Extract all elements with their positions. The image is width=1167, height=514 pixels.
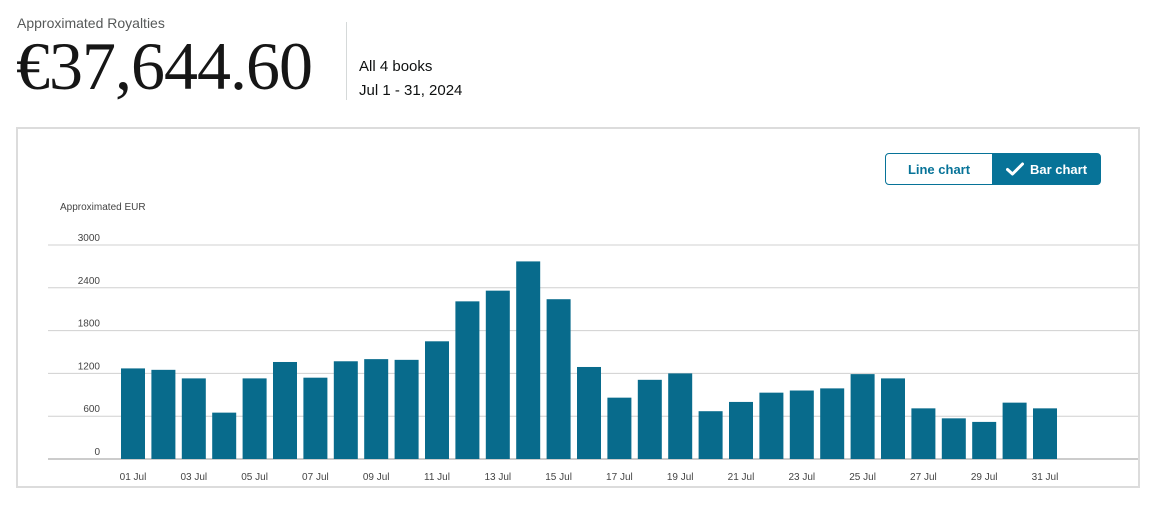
- x-tick-label: 07 Jul: [302, 472, 329, 483]
- bar-09-jul[interactable]: [364, 359, 389, 459]
- x-tick-label: 21 Jul: [728, 472, 755, 483]
- bar-12-jul[interactable]: [455, 301, 480, 459]
- x-tick-label: 01 Jul: [120, 472, 147, 483]
- x-tick-label: 13 Jul: [484, 472, 511, 483]
- bar-01-jul[interactable]: [121, 368, 145, 459]
- bar-08-jul[interactable]: [333, 361, 358, 459]
- x-tick-label: 05 Jul: [241, 472, 268, 483]
- y-tick-label: 3000: [78, 233, 101, 244]
- bars: [121, 261, 1057, 459]
- bar-02-jul[interactable]: [151, 369, 176, 459]
- x-tick-label: 19 Jul: [667, 472, 694, 483]
- y-axis-label: Approximated EUR: [60, 202, 146, 213]
- bar-chart-button[interactable]: Bar chart: [992, 153, 1101, 185]
- x-tick-label: 27 Jul: [910, 472, 937, 483]
- bar-16-jul[interactable]: [577, 366, 601, 459]
- bar-14-jul[interactable]: [516, 261, 541, 459]
- y-tick-label: 0: [94, 447, 100, 458]
- bar-20-jul[interactable]: [698, 411, 723, 459]
- bar-22-jul[interactable]: [759, 392, 784, 459]
- x-tick-label: 29 Jul: [971, 472, 998, 483]
- royalties-amount: €37,644.60: [16, 28, 313, 104]
- bar-04-jul[interactable]: [212, 412, 237, 459]
- bar-13-jul[interactable]: [485, 290, 510, 459]
- bar-31-jul[interactable]: [1033, 408, 1057, 459]
- bar-25-jul[interactable]: [850, 374, 875, 459]
- checkmark-icon: [1005, 162, 1024, 176]
- x-tick-label: 09 Jul: [363, 472, 390, 483]
- bar-26-jul[interactable]: [881, 378, 905, 459]
- x-tick-label: 31 Jul: [1032, 472, 1059, 483]
- date-range: Jul 1 - 31, 2024: [359, 82, 463, 99]
- bar-15-jul[interactable]: [546, 299, 571, 459]
- bar-28-jul[interactable]: [941, 418, 966, 459]
- bar-21-jul[interactable]: [729, 401, 753, 459]
- bar-18-jul[interactable]: [637, 379, 662, 459]
- x-tick-label: 23 Jul: [788, 472, 815, 483]
- bar-30-jul[interactable]: [1002, 402, 1027, 459]
- x-tick-labels: 01 Jul 03 Jul 05 Jul 07 Jul 09 Jul 11 Jul 13 J…: [120, 472, 1059, 483]
- bar-24-jul[interactable]: [820, 388, 845, 459]
- chart-panel: [16, 127, 1140, 488]
- bar-23-jul[interactable]: [789, 390, 814, 459]
- bar-11-jul[interactable]: [425, 341, 449, 459]
- bar-27-jul[interactable]: [911, 408, 936, 459]
- x-tick-label: 17 Jul: [606, 472, 633, 483]
- bar-17-jul[interactable]: [607, 397, 632, 459]
- bar-05-jul[interactable]: [242, 378, 267, 459]
- bar-29-jul[interactable]: [972, 421, 997, 459]
- line-chart-button-label: Line chart: [907, 161, 971, 177]
- bar-10-jul[interactable]: [394, 359, 419, 459]
- header-divider: [346, 22, 347, 100]
- bar-06-jul[interactable]: [273, 361, 297, 459]
- y-tick-label: 600: [83, 404, 100, 415]
- bar-chart-button-label: Bar chart: [1029, 161, 1088, 177]
- bar-19-jul[interactable]: [668, 373, 693, 459]
- bar-03-jul[interactable]: [181, 378, 206, 459]
- bar-07-jul[interactable]: [303, 377, 328, 459]
- line-chart-button[interactable]: Line chart: [885, 153, 993, 185]
- royalties-label: Approximated Royalties: [17, 15, 165, 31]
- x-tick-label: 25 Jul: [849, 472, 876, 483]
- x-tick-label: 15 Jul: [545, 472, 572, 483]
- x-tick-label: 03 Jul: [180, 472, 207, 483]
- books-scope: All 4 books: [359, 58, 433, 75]
- y-tick-labels: 0 600 1200 1800 2400 3000: [78, 233, 101, 458]
- x-tick-label: 11 Jul: [424, 472, 450, 483]
- y-tick-label: 1200: [78, 361, 101, 372]
- y-tick-label: 1800: [78, 319, 101, 330]
- y-tick-label: 2400: [78, 276, 101, 287]
